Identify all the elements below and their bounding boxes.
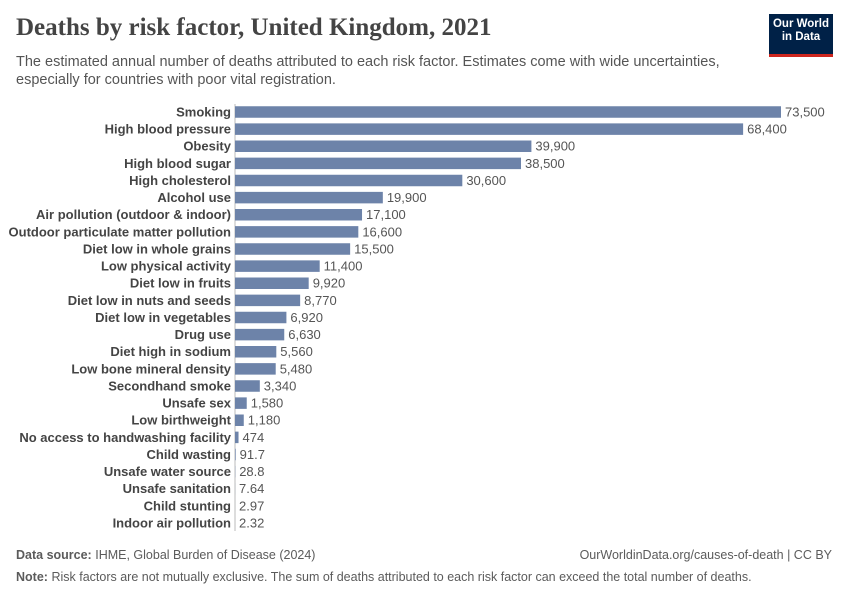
bar — [235, 140, 532, 152]
category-label: High blood sugar — [124, 156, 231, 171]
category-label: Air pollution (outdoor & indoor) — [36, 207, 231, 222]
note-label: Note: — [16, 570, 48, 584]
value-label: 11,400 — [324, 259, 363, 274]
bar — [235, 174, 463, 187]
category-label: Obesity — [183, 139, 231, 154]
value-label: 474 — [243, 430, 265, 445]
chart: Smoking 73,500 High blood pressure 68,400 Ob… — [9, 104, 825, 531]
bar — [235, 243, 351, 255]
value-label: 28.8 — [239, 464, 264, 479]
bar — [235, 106, 781, 118]
category-label: Diet low in whole grains — [83, 241, 231, 256]
category-label: Smoking — [176, 104, 231, 119]
value-label: 39,900 — [535, 139, 575, 154]
bar — [235, 431, 239, 444]
value-label: 9,920 — [313, 276, 346, 291]
category-label: High blood pressure — [105, 122, 231, 137]
category-label: Low physical activity — [101, 259, 232, 274]
value-label: 17,100 — [366, 207, 406, 222]
value-label: 1,180 — [248, 413, 281, 428]
value-label: 5,560 — [280, 344, 313, 359]
category-label: Low bone mineral density — [71, 361, 231, 376]
value-label: 16,600 — [362, 224, 402, 239]
value-label: 1,580 — [251, 396, 284, 411]
value-label: 30,600 — [466, 173, 506, 188]
category-label: Diet low in fruits — [130, 276, 231, 291]
value-label: 15,500 — [354, 241, 394, 256]
category-label: Alcohol use — [157, 190, 231, 205]
value-label: 5,480 — [280, 361, 313, 376]
source: Data source: IHME, Global Burden of Dise… — [16, 548, 315, 562]
url[interactable]: OurWorldinData.org/causes-of-death | CC … — [579, 548, 832, 562]
category-label: Drug use — [175, 327, 231, 342]
value-label: 73,500 — [785, 104, 825, 119]
chart-subtitle: The estimated annual number of deaths at… — [16, 54, 720, 88]
category-label: High cholesterol — [129, 173, 231, 188]
category-label: Unsafe sex — [162, 396, 231, 411]
source-text: IHME, Global Burden of Disease (2024) — [95, 548, 316, 562]
bar — [235, 346, 277, 358]
value-label: 38,500 — [525, 156, 565, 171]
value-label: 7.64 — [239, 481, 264, 496]
bar — [235, 157, 521, 170]
bar — [235, 277, 309, 289]
bar — [235, 363, 276, 375]
value-label: 6,630 — [288, 327, 321, 342]
value-label: 2.32 — [239, 515, 264, 530]
value-label: 8,770 — [304, 293, 337, 308]
note: Note: Risk factors are not mutually excl… — [16, 570, 752, 584]
bar — [235, 311, 287, 324]
category-label: No access to handwashing facility — [19, 430, 231, 445]
chart-title: Deaths by risk factor, United Kingdom, 2… — [16, 14, 492, 41]
category-label: Secondhand smoke — [108, 378, 231, 393]
bar — [235, 226, 359, 238]
value-label: 91.7 — [240, 447, 265, 462]
category-label: Unsafe sanitation — [123, 481, 231, 496]
logo-text: Our World — [772, 18, 829, 30]
value-label: 19,900 — [387, 190, 427, 205]
value-label: 3,340 — [264, 378, 297, 393]
bar — [235, 209, 363, 221]
category-label: Diet high in sodium — [110, 344, 231, 359]
bar — [235, 380, 260, 392]
category-label: Unsafe water source — [104, 464, 231, 479]
category-label: Child wasting — [147, 447, 232, 462]
category-label: Diet low in nuts and seeds — [68, 293, 231, 308]
category-label: Indoor air pollution — [113, 515, 231, 530]
bar — [235, 191, 383, 204]
bar — [235, 397, 247, 409]
category-label: Outdoor particulate matter pollution — [9, 224, 232, 239]
bar — [235, 448, 236, 461]
category-label: Child stunting — [144, 498, 231, 513]
value-label: 68,400 — [747, 122, 787, 137]
bar — [235, 260, 320, 272]
value-label: 2.97 — [239, 498, 264, 513]
note-text: Risk factors are not mutually exclusive.… — [51, 570, 752, 584]
logo-text: in Data — [781, 31, 821, 43]
bar — [235, 294, 301, 307]
category-label: Low birthweight — [131, 413, 231, 428]
value-label: 6,920 — [290, 310, 323, 325]
logo[interactable]: Our World in Data — [769, 14, 833, 57]
bar — [235, 414, 244, 426]
bar — [235, 328, 285, 341]
category-label: Diet low in vegetables — [95, 310, 231, 325]
bar — [235, 123, 744, 135]
source-label: Data source: — [16, 548, 92, 562]
